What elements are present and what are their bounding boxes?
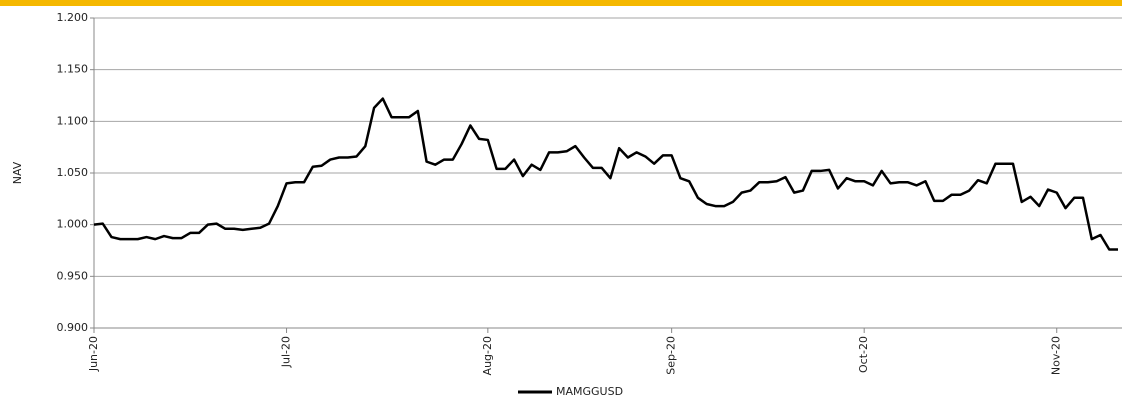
line-series (93, 97, 1118, 251)
top-bar (0, 0, 1122, 6)
x-tick-label: Jul-20 (280, 336, 293, 368)
y-tick-label: 1.150 (57, 63, 89, 76)
x-tick-label: Nov-20 (1050, 336, 1063, 375)
x-tick-label: Aug-20 (481, 336, 494, 375)
y-tick-label: 1.050 (57, 166, 89, 179)
x-tick-label: Oct-20 (857, 336, 870, 373)
x-tick-label: Jun-20 (87, 336, 100, 372)
legend-label: MAMGGUSD (556, 385, 623, 398)
y-tick-label: 0.950 (57, 269, 89, 282)
x-tick-label: Sep-20 (665, 336, 678, 375)
y-tick-label: 1.000 (57, 218, 89, 231)
y-tick-label: 0.900 (57, 321, 89, 334)
y-tick-label: 1.100 (57, 114, 89, 127)
y-axis-label: NAV (11, 161, 24, 184)
y-tick-label: 1.200 (57, 11, 89, 24)
